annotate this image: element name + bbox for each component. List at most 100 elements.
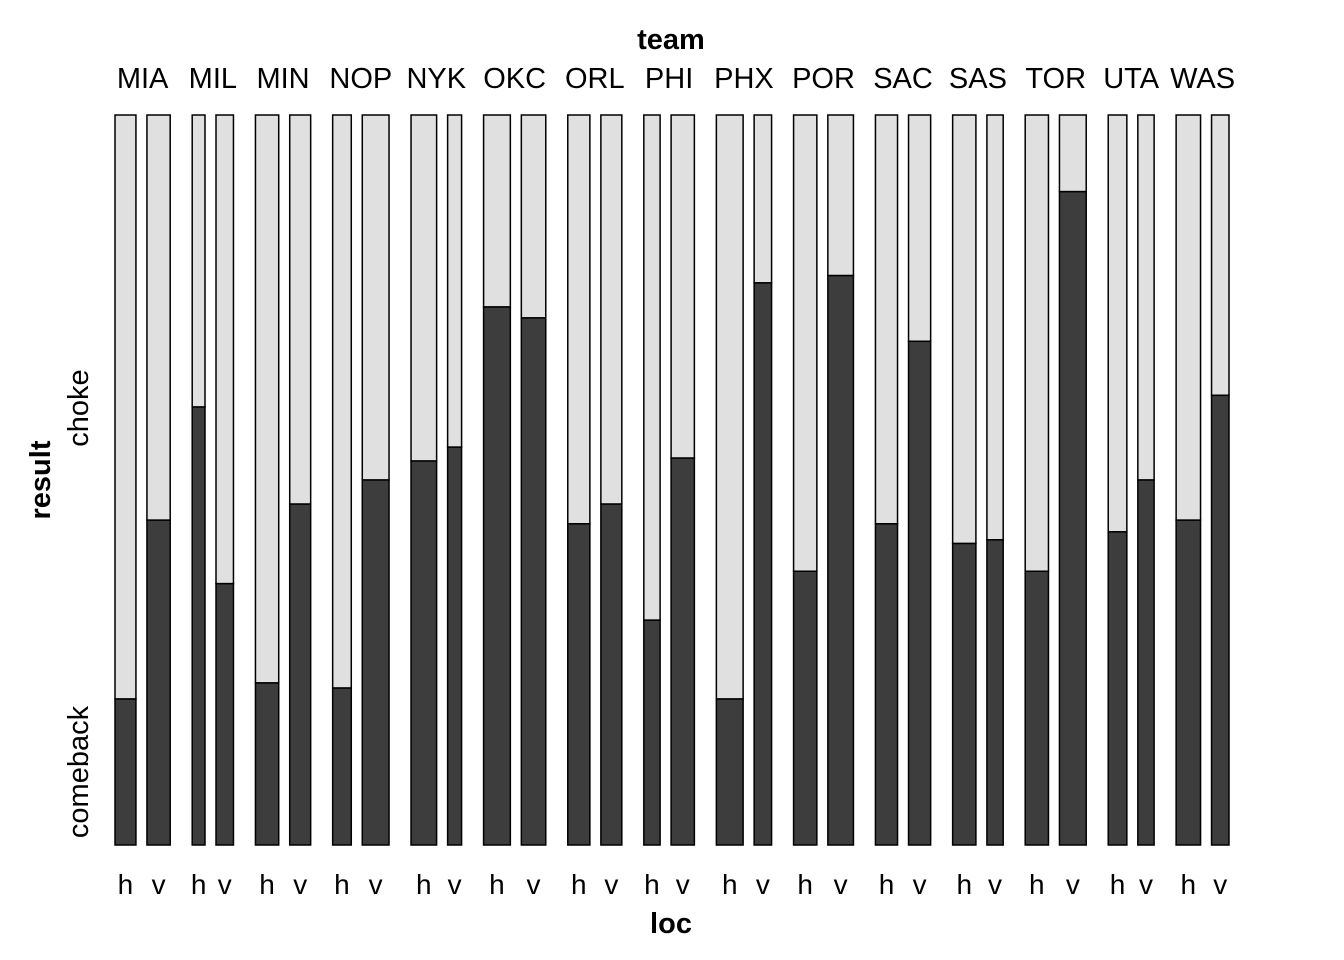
bar-por-h-choke: [792, 114, 818, 572]
loc-tick-okc-v: v: [527, 869, 541, 900]
bar-phx-v-choke: [753, 114, 773, 284]
loc-tick-tor-v: v: [1066, 869, 1080, 900]
bar-phx-h-choke: [715, 114, 744, 700]
bar-phi-v-comeback: [670, 457, 696, 846]
bar-min-h-comeback: [254, 682, 280, 846]
bar-por-v-comeback: [827, 274, 855, 846]
bar-sac-h-choke: [874, 114, 899, 525]
team-tick-phi: PHI: [645, 63, 693, 95]
team-tick-min: MIN: [256, 63, 309, 95]
loc-tick-was-v: v: [1213, 869, 1227, 900]
team-tick-phx: PHX: [714, 63, 774, 95]
result-level-choke-label: choke: [63, 369, 95, 446]
bar-phx-v-comeback: [753, 282, 773, 846]
team-axis-title: team: [637, 24, 705, 56]
bar-was-h-comeback: [1175, 519, 1202, 846]
result-axis-title: result: [25, 440, 57, 519]
team-tick-tor: TOR: [1025, 63, 1086, 95]
bar-mil-h-choke: [191, 114, 206, 408]
loc-tick-uta-v: v: [1139, 869, 1153, 900]
bar-okc-v-choke: [520, 114, 547, 319]
loc-tick-por-h: h: [797, 869, 813, 900]
bar-sas-h-comeback: [951, 542, 977, 846]
bar-was-v-choke: [1210, 114, 1230, 397]
bar-okc-h-comeback: [482, 306, 512, 846]
bar-uta-v-choke: [1137, 114, 1155, 481]
bar-phi-v-choke: [670, 114, 696, 459]
team-tick-uta: UTA: [1103, 63, 1160, 95]
team-tick-mia: MIA: [117, 63, 169, 95]
loc-tick-nyk-h: h: [416, 869, 432, 900]
loc-tick-okc-h: h: [489, 869, 505, 900]
bar-tor-v-comeback: [1058, 190, 1087, 846]
bar-nyk-v-choke: [446, 114, 463, 448]
loc-axis-title: loc: [650, 908, 692, 940]
bar-nyk-h-comeback: [410, 460, 438, 846]
bar-mia-v-comeback: [146, 519, 171, 846]
loc-tick-was-h: h: [1181, 869, 1197, 900]
loc-tick-phx-v: v: [756, 869, 770, 900]
team-tick-por: POR: [792, 63, 855, 95]
bar-okc-v-comeback: [520, 317, 547, 846]
bar-sas-v-comeback: [986, 539, 1004, 846]
bar-orl-h-comeback: [567, 523, 591, 846]
bar-mia-h-choke: [114, 114, 137, 700]
bar-uta-v-comeback: [1137, 479, 1155, 846]
team-tick-sac: SAC: [873, 63, 933, 95]
bar-sac-v-comeback: [907, 340, 932, 846]
bar-tor-h-comeback: [1024, 570, 1050, 846]
bar-min-v-comeback: [288, 503, 312, 846]
bar-nop-h-comeback: [331, 687, 353, 846]
bar-mia-h-comeback: [114, 698, 137, 846]
loc-tick-phx-h: h: [722, 869, 738, 900]
team-tick-nop: NOP: [329, 63, 392, 95]
result-level-comeback-label: comeback: [63, 705, 95, 838]
loc-tick-nop-v: v: [369, 869, 383, 900]
bar-phi-h-choke: [643, 114, 661, 621]
team-tick-okc: OKC: [483, 63, 546, 95]
loc-tick-orl-v: v: [604, 869, 618, 900]
loc-tick-sas-v: v: [988, 869, 1002, 900]
team-labels: MIA MIL MIN NOP NYK OKC ORL PHI PHX POR SAC SAS TOR U…: [117, 63, 1235, 95]
bar-sac-v-choke: [907, 114, 932, 343]
bar-nop-v-comeback: [361, 479, 390, 846]
loc-tick-nyk-v: v: [448, 869, 462, 900]
bar-uta-h-comeback: [1107, 531, 1128, 846]
loc-tick-min-v: v: [293, 869, 307, 900]
bars: [114, 114, 1230, 846]
bar-por-h-comeback: [792, 570, 818, 846]
bar-tor-v-choke: [1058, 114, 1087, 193]
bar-phx-h-comeback: [715, 698, 744, 846]
loc-tick-phi-h: h: [644, 869, 660, 900]
team-tick-mil: MIL: [189, 63, 237, 95]
loc-tick-nop-h: h: [334, 869, 350, 900]
bar-min-h-choke: [254, 114, 280, 684]
bar-sas-v-choke: [986, 114, 1004, 541]
loc-tick-sas-h: h: [956, 869, 972, 900]
loc-tick-tor-h: h: [1029, 869, 1045, 900]
loc-tick-mia-h: h: [118, 869, 134, 900]
loc-tick-phi-v: v: [676, 869, 690, 900]
loc-tick-mil-v: v: [218, 869, 232, 900]
team-tick-orl: ORL: [565, 63, 625, 95]
bar-phi-h-comeback: [643, 619, 661, 846]
loc-tick-sac-h: h: [879, 869, 895, 900]
bar-was-h-choke: [1175, 114, 1202, 521]
loc-tick-mil-h: h: [191, 869, 207, 900]
team-tick-was: WAS: [1170, 63, 1235, 95]
bar-sas-h-choke: [951, 114, 977, 545]
loc-tick-sac-v: v: [913, 869, 927, 900]
bar-mia-v-choke: [146, 114, 171, 521]
bar-mil-v-comeback: [215, 582, 235, 846]
loc-tick-por-v: v: [834, 869, 848, 900]
bar-orl-h-choke: [567, 114, 591, 525]
bar-nyk-v-comeback: [446, 446, 463, 846]
bar-sac-h-comeback: [874, 523, 899, 846]
loc-tick-uta-h: h: [1110, 869, 1126, 900]
bar-nop-v-choke: [361, 114, 390, 481]
bar-orl-v-choke: [600, 114, 623, 505]
bar-min-v-choke: [288, 114, 312, 505]
bar-mil-v-choke: [215, 114, 235, 585]
bar-nyk-h-choke: [410, 114, 438, 462]
